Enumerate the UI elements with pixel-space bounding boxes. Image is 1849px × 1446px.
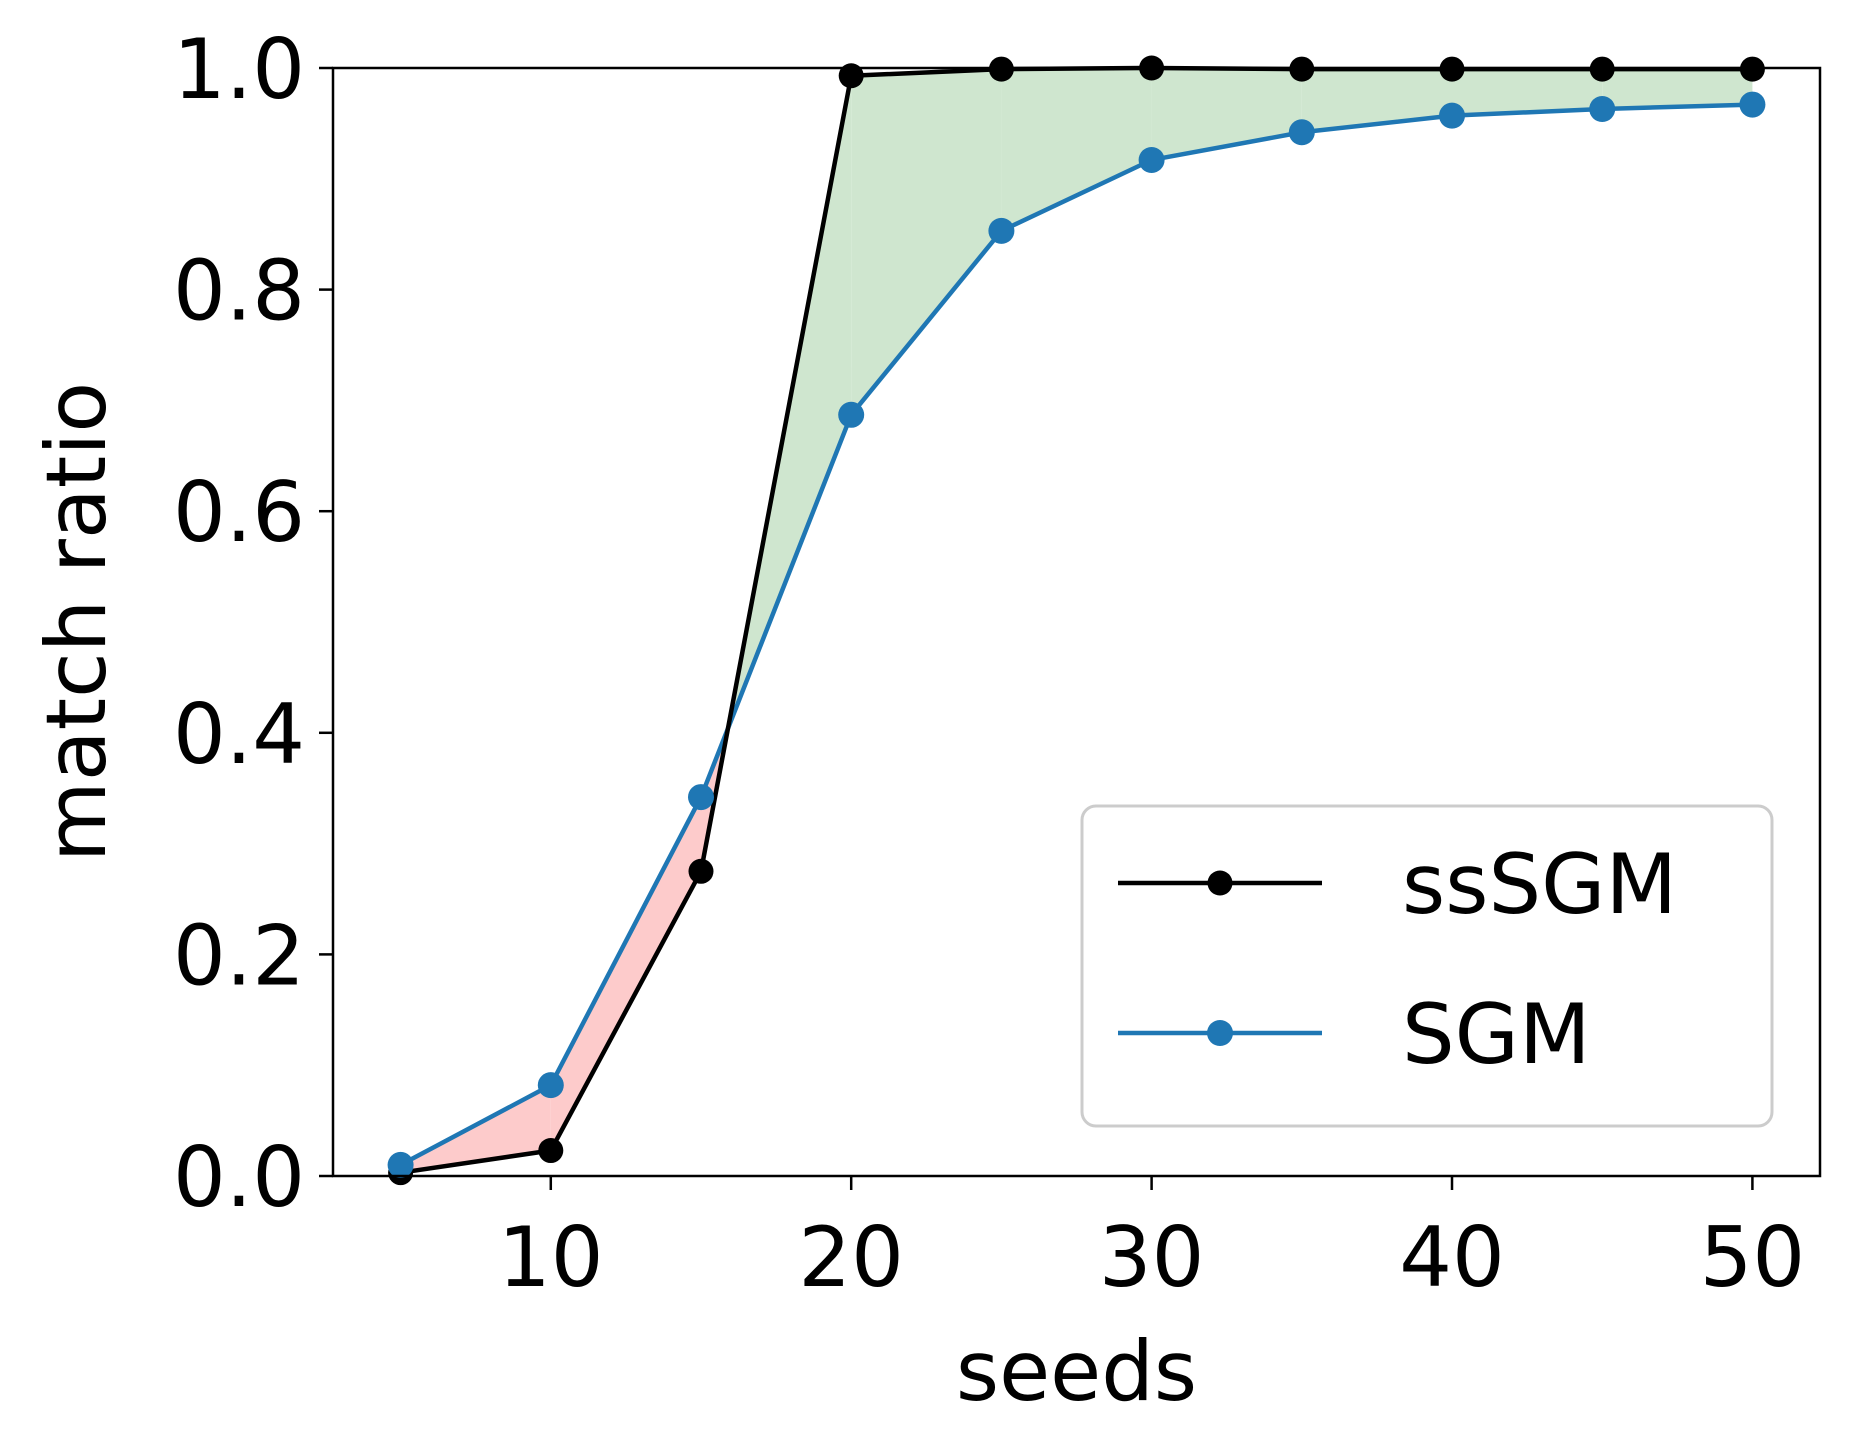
y-tick-label: 0.8	[173, 243, 305, 340]
series-line-sgm	[399, 102, 1753, 1167]
fill-region-above	[1001, 68, 1152, 231]
x-tick-label: 40	[1399, 1209, 1505, 1306]
data-point-sgm	[1288, 119, 1315, 146]
fill-region-below	[550, 797, 701, 1151]
legend-label-sssgm: ssSGM	[1402, 836, 1677, 933]
data-point-sgm	[1439, 102, 1466, 129]
data-point-sgm	[387, 1151, 414, 1178]
y-tick-label: 0.0	[173, 1129, 305, 1226]
y-tick-label: 0.2	[173, 907, 305, 1004]
data-point-sgm	[537, 1072, 564, 1099]
legend-marker-sssgm	[1207, 870, 1233, 896]
fill-region-above	[851, 69, 1002, 415]
x-tick-label: 10	[498, 1209, 604, 1306]
data-point-sgm	[687, 784, 714, 811]
x-axis-label: seeds	[956, 1323, 1197, 1420]
x-tick-label: 30	[1099, 1209, 1205, 1306]
data-point-sgm	[1739, 91, 1766, 118]
x-axis-ticks: 10 20 30 40 50	[498, 1176, 1805, 1306]
y-tick-label: 0.6	[173, 464, 305, 561]
data-point-sssgm	[838, 63, 864, 89]
data-point-sgm	[1589, 95, 1616, 122]
data-point-sgm	[838, 401, 865, 428]
data-point-sssgm	[688, 858, 714, 884]
legend-label-sgm: SGM	[1402, 986, 1591, 1083]
plot-frame	[331, 66, 1822, 1178]
x-tick-label: 20	[798, 1209, 904, 1306]
y-axis-label: match ratio	[28, 382, 125, 862]
data-point-sssgm	[538, 1138, 564, 1164]
legend: ssSGM SGM	[1080, 804, 1774, 1128]
legend-marker-sgm	[1207, 1020, 1233, 1046]
series-markers	[387, 55, 1766, 1186]
y-axis-ticks: 0.0 0.2 0.4 0.6 0.8 1.0	[173, 21, 333, 1226]
fill-region-above	[1602, 69, 1753, 109]
x-tick-label: 50	[1700, 1209, 1806, 1306]
y-tick-label: 1.0	[173, 21, 305, 118]
data-point-sgm	[1138, 146, 1165, 173]
legend-box	[1080, 804, 1774, 1128]
y-tick-label: 0.4	[173, 686, 305, 783]
fill-region-above	[1301, 69, 1453, 133]
fill-region-above	[1452, 69, 1603, 116]
data-point-sgm	[988, 217, 1015, 244]
